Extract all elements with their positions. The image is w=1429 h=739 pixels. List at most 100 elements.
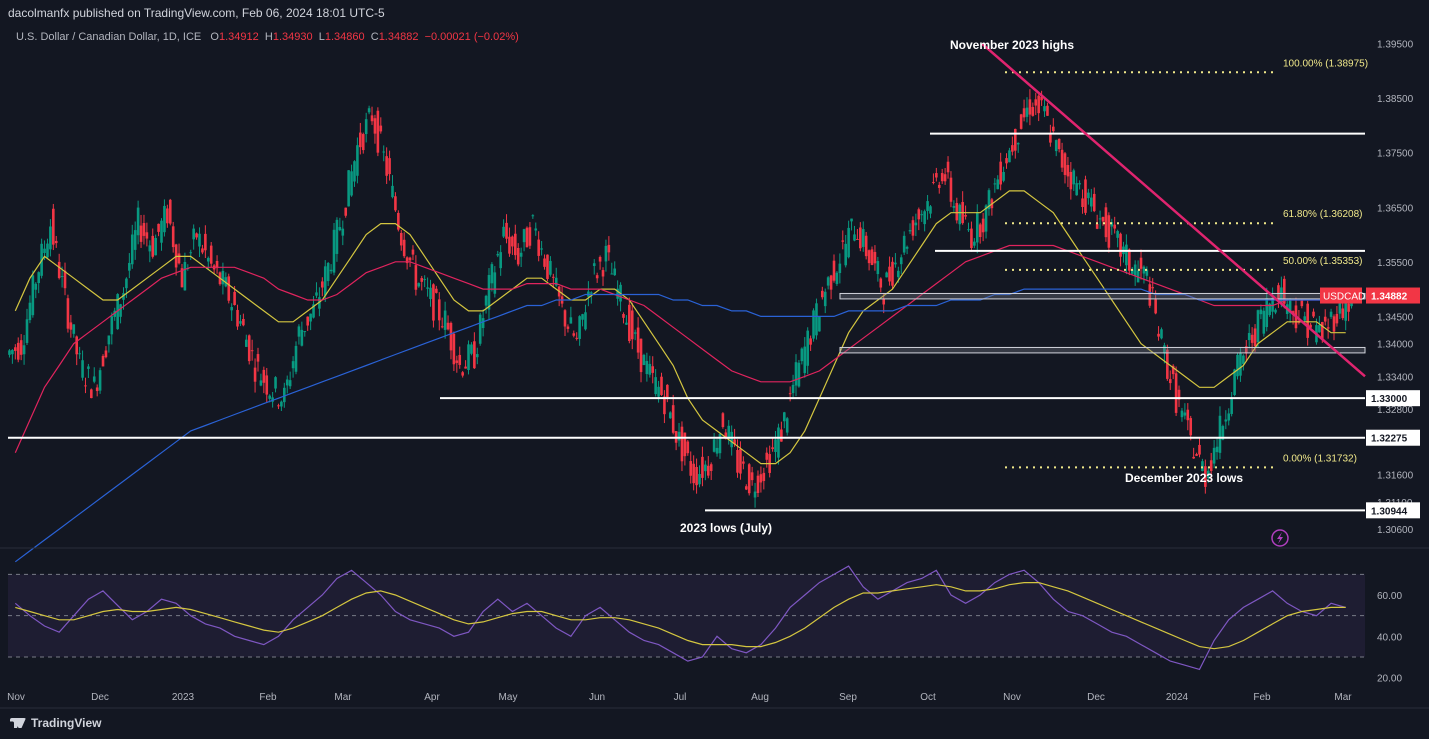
candle-body — [657, 386, 660, 397]
candle-body — [435, 288, 438, 293]
support-zone — [839, 292, 1366, 300]
candle-body — [943, 174, 947, 182]
time-axis-tick: Dec — [91, 692, 109, 703]
candle-body — [590, 292, 593, 294]
rsi-signal-line — [15, 581, 1346, 650]
candle-body — [256, 354, 260, 362]
candle-body — [43, 248, 46, 253]
tradingview-logo[interactable]: TradingView — [10, 716, 101, 730]
candle-body — [549, 260, 552, 275]
candle-body — [19, 340, 23, 355]
candle-body — [1046, 105, 1049, 116]
candle-body — [821, 290, 824, 298]
candle-body — [829, 275, 833, 290]
candle-body — [25, 319, 29, 343]
candle-body — [628, 304, 631, 342]
time-axis-tick: Oct — [920, 692, 936, 703]
candle-body — [1148, 284, 1152, 306]
candle-body — [1084, 179, 1087, 213]
time-axis-tick: Nov — [7, 692, 25, 703]
candle-body — [1329, 311, 1333, 317]
candle-body — [894, 262, 897, 265]
candle-body — [440, 326, 444, 328]
candle-body — [1151, 287, 1155, 289]
candle-body — [1101, 216, 1105, 222]
candle-body — [446, 322, 450, 330]
candle-body — [1183, 412, 1187, 416]
candle-body — [332, 229, 336, 273]
candle-body — [502, 226, 505, 237]
candle-body — [1323, 316, 1327, 322]
brand-name: TradingView — [31, 716, 102, 730]
candle-body — [11, 349, 14, 355]
candle-body — [984, 205, 988, 232]
candle-body — [443, 310, 447, 330]
candle-body — [353, 161, 356, 182]
candle-body — [449, 322, 453, 351]
candle-body — [1005, 158, 1008, 164]
candle-body — [838, 263, 842, 274]
candle-body — [1221, 426, 1225, 440]
candle-body — [668, 412, 672, 419]
candle-body — [350, 171, 353, 196]
candle-body — [265, 375, 269, 395]
candle-body — [490, 264, 494, 284]
candle-body — [967, 229, 970, 231]
candle-body — [552, 276, 555, 278]
candle-body — [1201, 461, 1204, 472]
candle-body — [964, 215, 967, 217]
candle-body — [280, 401, 283, 407]
candle-body — [578, 316, 581, 339]
candle-body — [136, 207, 140, 236]
fibonacci-label: 61.80% (1.36208) — [1283, 209, 1363, 220]
fibonacci-label: 50.00% (1.35353) — [1283, 256, 1363, 267]
candle-body — [315, 292, 318, 296]
candle-body — [429, 287, 432, 300]
candle-body — [475, 354, 479, 358]
candle-body — [499, 252, 502, 269]
candle-body — [227, 276, 231, 301]
candle-body — [546, 254, 549, 279]
candle-body — [119, 304, 122, 317]
candle-body — [572, 333, 576, 336]
candle-body — [72, 324, 76, 334]
candle-body — [891, 261, 894, 286]
candle-body — [1189, 418, 1193, 436]
candle-body — [1262, 310, 1266, 334]
candle-body — [481, 318, 485, 329]
candle-body — [575, 337, 579, 339]
candle-body — [417, 283, 421, 287]
candle-body — [1002, 172, 1005, 181]
candle-body — [923, 211, 926, 225]
candle-body — [975, 211, 979, 243]
candle-body — [1335, 313, 1339, 324]
candle-body — [908, 230, 912, 232]
candle-body — [373, 118, 377, 134]
change-value: −0.00021 (−0.02%) — [424, 31, 519, 43]
candle-body — [309, 313, 312, 322]
candle-body — [399, 232, 403, 246]
candle-body — [125, 278, 128, 289]
candle-body — [750, 472, 754, 481]
candle-body — [744, 486, 748, 490]
candle-body — [388, 158, 391, 175]
candle-body — [110, 316, 114, 335]
candle-body — [201, 248, 204, 253]
candle-body — [522, 229, 526, 243]
candle-body — [493, 272, 497, 294]
candle-body — [516, 247, 520, 265]
fibonacci-label: 100.00% (1.38975) — [1283, 58, 1368, 69]
candle-body — [157, 223, 160, 232]
lightning-alert-icon[interactable] — [1271, 529, 1289, 547]
candle-body — [812, 310, 815, 339]
candle-body — [689, 461, 693, 476]
candle-body — [1116, 231, 1119, 238]
candle-body — [592, 263, 596, 266]
candle-body — [31, 275, 35, 316]
low-label: L — [318, 31, 325, 43]
candle-body — [22, 345, 26, 355]
candle-body — [660, 376, 663, 395]
candle-body — [1054, 140, 1058, 152]
candle-body — [78, 353, 81, 355]
